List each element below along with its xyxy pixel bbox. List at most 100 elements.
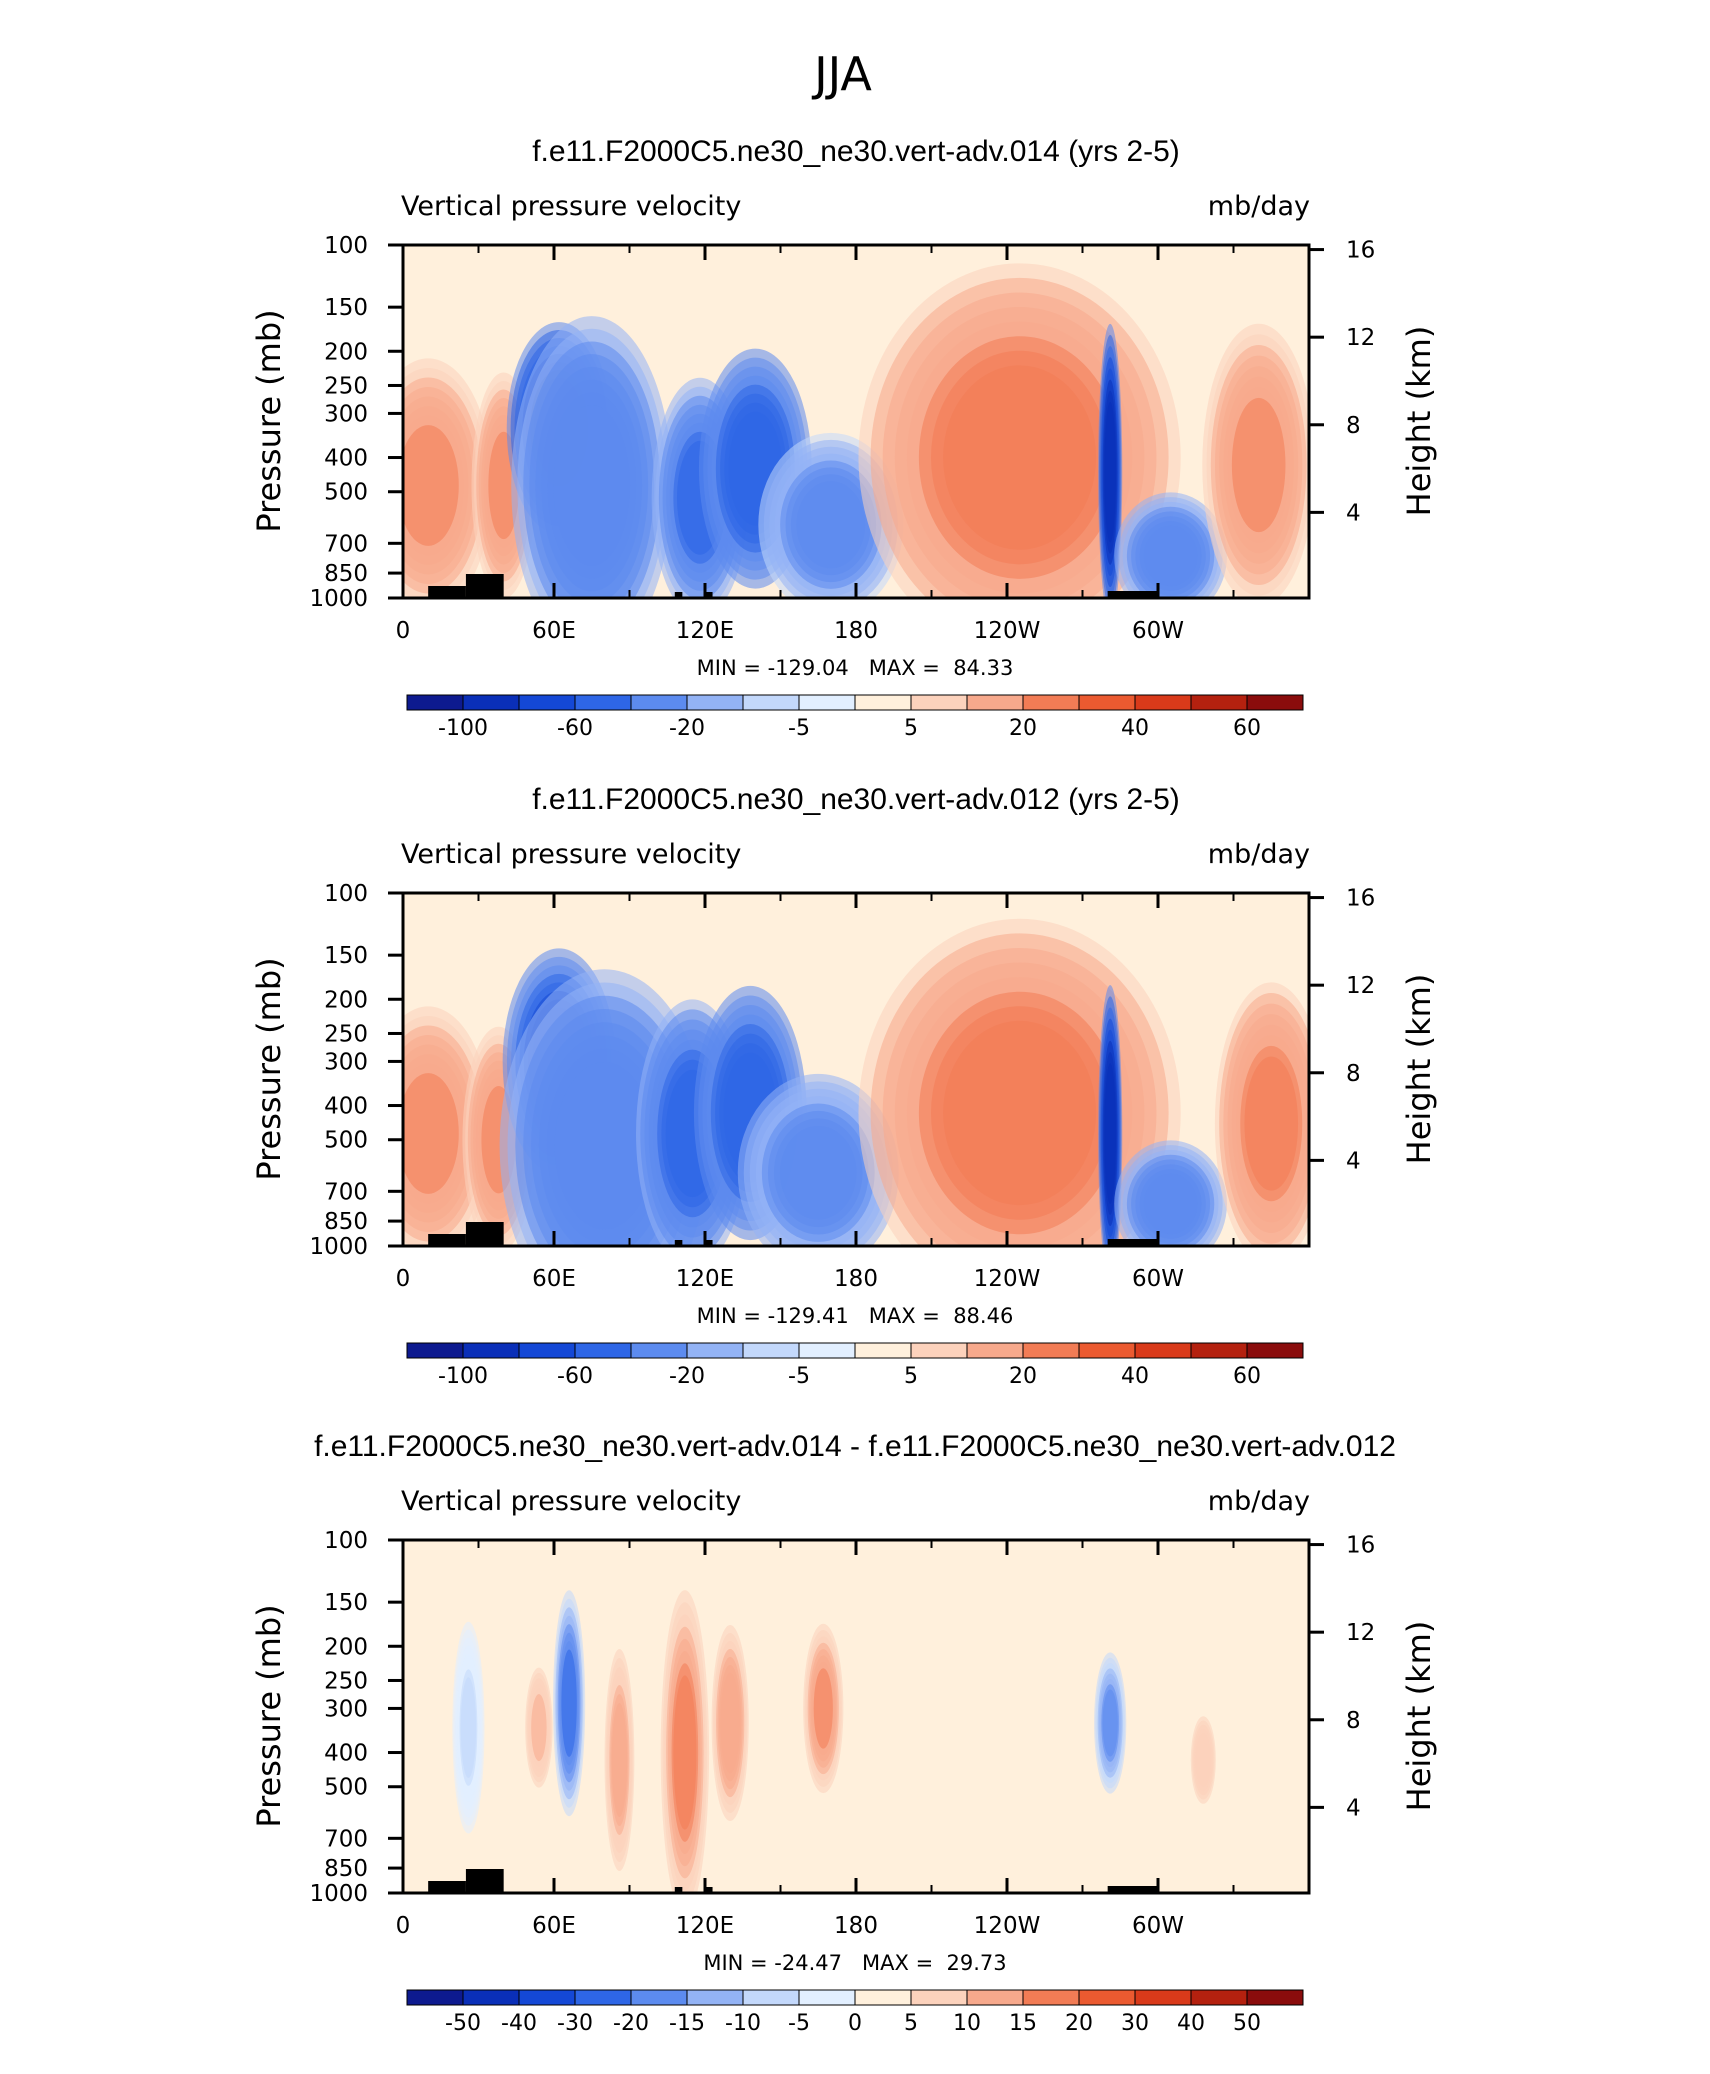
- topography-1: [465, 1222, 504, 1246]
- panel-1-y2label: Height (km): [1400, 326, 1438, 517]
- colorbar-swatch: [1022, 1342, 1080, 1359]
- x-tick-label: 0: [396, 1266, 411, 1292]
- y-tick-label: 500: [324, 480, 368, 506]
- colorbar-swatch: [742, 694, 800, 711]
- feature-central-pacific-level-7: [779, 1125, 857, 1220]
- colorbar-label: -40: [501, 2011, 537, 2036]
- panel-2-title: f.e11.F2000C5.ne30_ne30.vert-adv.012 (yr…: [532, 783, 1180, 816]
- y2-tick-label: 4: [1346, 1148, 1361, 1174]
- panel-3-colorbar: -50 -40 -30 -20 -15 -10 -5 0 5 10 15 20 30 40 50: [406, 1989, 1304, 2036]
- y2-tick-label: 8: [1346, 1061, 1361, 1087]
- feature-warm-west-level-7: [403, 1073, 459, 1194]
- panel-3-ylabel: Pressure (mb): [250, 1604, 288, 1827]
- colorbar-label: -30: [557, 2011, 593, 2036]
- y-tick-label: 100: [324, 1528, 368, 1554]
- y2-tick-label: 16: [1346, 1533, 1375, 1559]
- colorbar-swatch: [1078, 1342, 1136, 1359]
- topography-1: [465, 574, 504, 598]
- x-tick-label: 0: [396, 1913, 411, 1939]
- topography-0: [428, 1234, 466, 1246]
- feature-diff-pos-e-level-7: [813, 1668, 833, 1749]
- colorbar-label: -20: [669, 716, 705, 741]
- topography-2: [674, 1240, 683, 1246]
- feature-atlantic-itcz-level-7: [1143, 525, 1198, 587]
- colorbar-swatch: [1134, 1989, 1192, 2006]
- panel-3-minmax: MIN = -24.47 MAX = 29.73: [703, 1951, 1006, 1975]
- panel-2-left-subtitle: Vertical pressure velocity: [401, 839, 741, 870]
- colorbar-label: -10: [725, 2011, 761, 2036]
- colorbar-swatch: [406, 694, 464, 711]
- colorbar-swatch: [630, 1342, 688, 1359]
- topography-3: [705, 592, 713, 598]
- colorbar-swatch: [1246, 1342, 1304, 1359]
- colorbar-label: 30: [1121, 2011, 1149, 2036]
- colorbar-label: 10: [953, 2011, 981, 2036]
- colorbar-swatch: [462, 694, 520, 711]
- colorbar-label: 40: [1121, 716, 1149, 741]
- colorbar-swatch: [686, 1342, 744, 1359]
- y-tick-label: 400: [324, 1094, 368, 1120]
- colorbar-swatch: [406, 1342, 464, 1359]
- feature-diff-neg-a-level-7: [460, 1677, 477, 1778]
- y-tick-label: 300: [324, 1696, 368, 1722]
- topography-2: [674, 592, 683, 598]
- colorbar-swatch: [1190, 694, 1248, 711]
- y-tick-label: 150: [324, 295, 368, 321]
- colorbar-label: -20: [613, 2011, 649, 2036]
- feature-diff-pos-b-level-7: [611, 1703, 628, 1818]
- x-tick-label: 60W: [1132, 618, 1184, 644]
- colorbar-swatch: [910, 1342, 968, 1359]
- x-tick-label: 120E: [676, 618, 734, 644]
- y-tick-label: 1000: [309, 1234, 368, 1260]
- y-tick-label: 300: [324, 1049, 368, 1075]
- panel-1-minmax: MIN = -129.04 MAX = 84.33: [697, 656, 1014, 680]
- y-tick-label: 850: [324, 1856, 368, 1882]
- colorbar-swatch: [1078, 694, 1136, 711]
- y2-tick-label: 4: [1346, 1795, 1361, 1821]
- colorbar-swatch: [686, 1989, 744, 2006]
- colorbar-swatch: [1022, 1989, 1080, 2006]
- panel-3-field: [403, 1540, 1309, 1893]
- panel-2-field: [403, 893, 1309, 1246]
- feature-diff-pos-d-level-7: [720, 1672, 740, 1774]
- feature-diff-neg-b-level-7: [1102, 1689, 1118, 1757]
- x-tick-label: 60W: [1132, 1913, 1184, 1939]
- topography-3: [705, 1887, 713, 1893]
- y2-tick-label: 12: [1346, 325, 1375, 351]
- y-tick-label: 700: [324, 1826, 368, 1852]
- colorbar-swatch: [910, 1989, 968, 2006]
- colorbar-swatch: [798, 1989, 856, 2006]
- y-tick-label: 1000: [309, 586, 368, 612]
- y-tick-label: 700: [324, 1179, 368, 1205]
- panel-2-minmax: MIN = -129.41 MAX = 88.46: [697, 1304, 1014, 1328]
- x-tick-label: 60E: [532, 1913, 576, 1939]
- panel-2-colorbar: -100 -60 -20 -5 5 20 40 60: [406, 1342, 1304, 1389]
- colorbar-swatch: [406, 1989, 464, 2006]
- colorbar-swatch: [1078, 1989, 1136, 2006]
- feature-monsoon-deep-level-7: [554, 1061, 655, 1230]
- x-tick-label: 0: [396, 618, 411, 644]
- colorbar-swatch: [574, 694, 632, 711]
- x-tick-label: 60E: [532, 1266, 576, 1292]
- y2-tick-label: 16: [1346, 886, 1375, 912]
- feature-atlantic-subsidence-level-7: [1244, 1056, 1299, 1191]
- colorbar-swatch: [854, 694, 912, 711]
- colorbar-swatch: [966, 1342, 1024, 1359]
- colorbar-swatch: [518, 1989, 576, 2006]
- colorbar-label: 50: [1233, 2011, 1261, 2036]
- colorbar-label: 60: [1233, 1364, 1261, 1389]
- feature-warm-west-level-7: [403, 425, 459, 546]
- page-title: JJA: [811, 47, 872, 101]
- colorbar-swatch: [1134, 1342, 1192, 1359]
- feature-east-pacific-subsidence-level-7: [943, 1020, 1097, 1206]
- x-tick-label: 180: [834, 1266, 878, 1292]
- topography-0: [428, 1881, 466, 1893]
- feature-atlantic-subsidence-level-7: [1231, 397, 1286, 533]
- colorbar-swatch: [854, 1989, 912, 2006]
- colorbar-swatch: [742, 1989, 800, 2006]
- colorbar-swatch: [630, 694, 688, 711]
- y-tick-label: 400: [324, 1741, 368, 1767]
